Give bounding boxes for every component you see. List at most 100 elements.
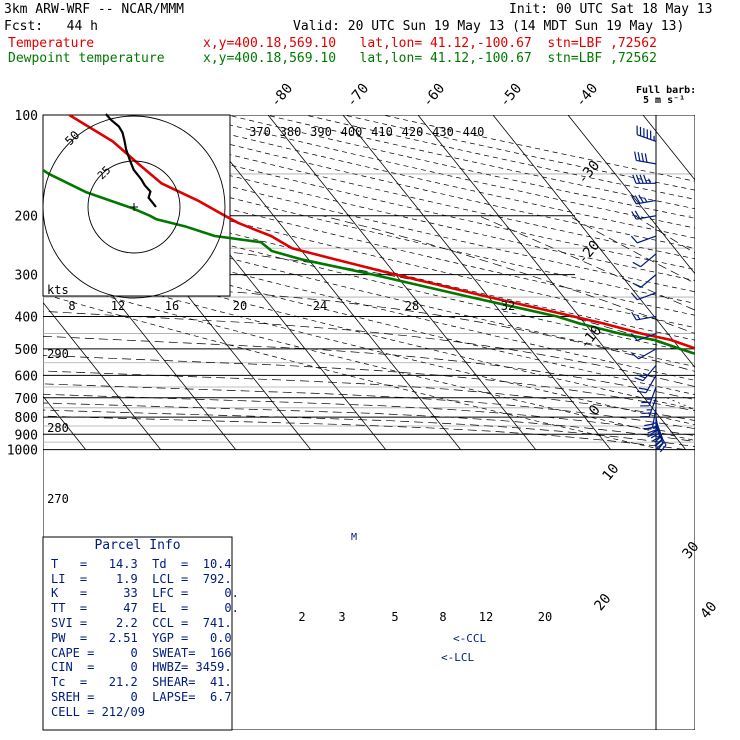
parcel-info-row: Tc = 21.2 SHEAR= 41. (51, 675, 232, 690)
parcel-info-row: K = 33 LFC = 0. (51, 586, 239, 601)
dry-adiabat (43, 117, 695, 270)
pressure-tick-label: 300 (15, 269, 38, 284)
mixing-ratio-label: 20 (538, 610, 552, 624)
isotherm (342, 115, 611, 450)
isotherm (43, 301, 161, 450)
parcel-info-box: Parcel Info T = 14.3 Td = 10.4 LI = 1.9 L… (43, 537, 239, 730)
isotherm-label: 10 (599, 461, 622, 484)
moist-adiabat (689, 215, 695, 220)
dewpoint-location-info: x,y=400.18,569.10 lat,lon= 41.12,-100.67… (203, 51, 657, 66)
isotherm-label: -40 (573, 81, 602, 111)
wind-barb (632, 253, 657, 268)
ccl-marker: <-CCL (453, 632, 486, 645)
mixing-ratio-label: 2 (298, 610, 305, 624)
theta-label: 440 (463, 125, 485, 139)
dry-adiabat (382, 115, 695, 182)
mixing-ratio-label: 3 (338, 610, 345, 624)
parcel-info-row: SVI = 2.2 CCL = 741. (51, 615, 232, 630)
wind-barb (631, 311, 657, 321)
isotherm-label: -80 (268, 81, 297, 111)
mixing-ratio-label: 5 (391, 610, 398, 624)
hodograph-units: kts (47, 283, 69, 297)
parcel-info-row: CIN = 0 HWBZ= 3459. (51, 660, 232, 675)
parcel-info-row: CAPE = 0 SWEAT= 166 (51, 645, 232, 660)
moist-adiabat (43, 335, 695, 401)
wind-barb (640, 386, 657, 407)
parcel-info-row: CELL = 212/09 (51, 704, 145, 719)
hodograph-trace (104, 113, 157, 208)
pressure-tick-label: 100 (15, 109, 38, 124)
dry-adiabat-label: 290 (47, 347, 69, 361)
wind-barb (630, 235, 657, 244)
moist-adiabat (634, 215, 695, 254)
wind-barb (634, 364, 657, 382)
dry-adiabat (43, 208, 695, 367)
pressure-tick-label: 600 (15, 369, 38, 384)
pressure-tick-label: 500 (15, 343, 38, 358)
theta-label: 420 (402, 125, 424, 139)
barb-legend-units: 5 m s⁻¹ (643, 95, 686, 106)
dry-adiabat (305, 115, 695, 200)
dry-adiabat (43, 278, 695, 441)
parcel-info-title: Parcel Info (94, 538, 181, 553)
moist-adiabat-label: 12 (111, 299, 125, 313)
pressure-tick-label: 1000 (7, 444, 38, 459)
lcl-marker: <-LCL (441, 651, 474, 664)
mixing-ratio-label: 12 (479, 610, 493, 624)
isotherm-label: -10 (577, 323, 606, 353)
parcel-info-row: T = 14.3 Td = 10.4 (51, 556, 232, 571)
parcel-info-row: SREH = 0 LAPSE= 6.7 (51, 689, 232, 704)
parcel-info-row: LI = 1.9 LCL = 792. (51, 571, 232, 586)
wind-barb (647, 413, 657, 438)
wind-barb (630, 292, 657, 301)
wind-barb (631, 348, 657, 360)
theta-label: 400 (341, 125, 363, 139)
dry-adiabat (227, 115, 695, 219)
isotherm-label: -60 (420, 81, 449, 111)
model-title: 3km ARW-WRF -- NCAR/MMM (4, 2, 185, 17)
temperature-location-info: x,y=400.18,569.10 lat,lon= 41.12,-100.67… (203, 36, 657, 51)
pressure-tick-label: 400 (15, 310, 38, 325)
pressure-tick-label: 700 (15, 392, 38, 407)
isotherm-label: -70 (344, 81, 373, 111)
wind-barb (632, 174, 656, 184)
isotherm-label: 30 (679, 539, 702, 562)
temperature-legend: Temperature (8, 36, 95, 51)
barb-legend-title: Full barb: (636, 85, 697, 96)
theta-label: 370 (249, 125, 271, 139)
dry-adiabat-label: 270 (47, 492, 69, 506)
parcel-info-row: PW = 2.51 YGP = 0.0 (51, 630, 232, 645)
moist-adiabat-label: 8 (68, 299, 75, 313)
moist-adiabat (43, 415, 686, 450)
wind-barb (637, 375, 657, 394)
moist-adiabat (43, 310, 695, 387)
isotherm (567, 115, 695, 275)
moist-adiabat (322, 215, 695, 334)
wind-barb (630, 333, 657, 341)
hodograph-ring-50 (42, 115, 226, 299)
wind-barb (640, 397, 657, 418)
dry-adiabat (43, 263, 695, 426)
parcel-info-frame (42, 536, 233, 731)
dewpoint-profile-line (43, 168, 695, 356)
mixing-ratio-label: 8 (439, 610, 446, 624)
theta-label: 390 (310, 125, 332, 139)
theta-label: 380 (280, 125, 302, 139)
isotherm-label: -20 (575, 238, 604, 268)
forecast-hour: Fcst: 44 h (4, 19, 98, 34)
dewpoint-legend: Dewpoint temperature (8, 51, 165, 66)
wind-barb (655, 427, 667, 453)
dry-adiabat (266, 115, 695, 210)
dry-adiabat-label: 280 (47, 421, 69, 435)
moist-adiabat-label: 28 (405, 299, 419, 313)
moist-adiabat-label: 24 (313, 299, 327, 313)
wind-barb (631, 194, 657, 205)
isotherm (718, 115, 740, 450)
moist-adiabat (478, 215, 695, 311)
pressure-tick-label: 200 (15, 210, 38, 225)
wind-barb (634, 151, 657, 165)
pressure-tick-label: 900 (15, 428, 38, 443)
moist-adiabat-label: 20 (233, 299, 247, 313)
